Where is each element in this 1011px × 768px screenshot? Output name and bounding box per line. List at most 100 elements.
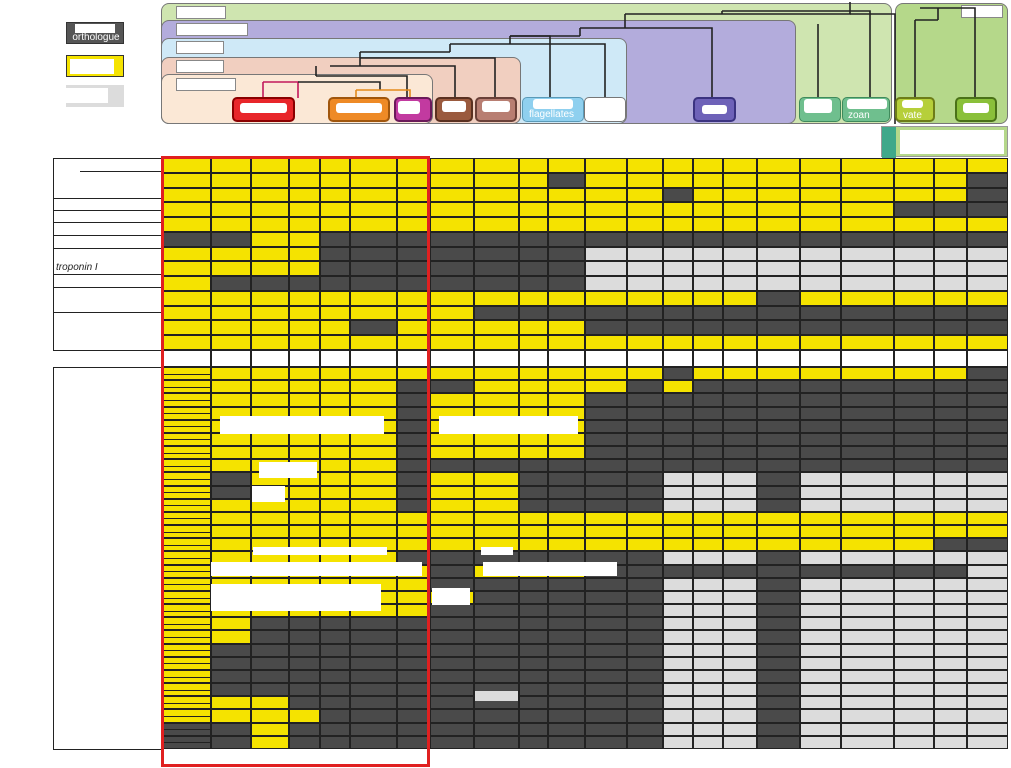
matrix-section2-cell [627,590,663,605]
matrix-section2-cell [934,446,967,460]
matrix-section1-cell [841,172,894,188]
matrix-section1-cell [800,187,841,203]
matrix-section2-cell [211,696,251,710]
matrix-section1-cell [757,246,800,262]
matrix-section2-cell [693,669,723,684]
matrix-section2-cell [723,511,757,526]
matrix-section2-cell [251,630,289,644]
matrix-section2-cell [519,696,548,710]
matrix-section2-cell [757,696,800,710]
matrix-section1-cell [693,202,723,218]
matrix-section2-cell [934,722,967,736]
matrix-section1-cell [723,158,757,173]
matrix-section2-cell [663,419,693,433]
matrix-section1-cell [757,187,800,203]
matrix-section1-cell [757,172,800,188]
matrix-section2-cell [800,643,841,657]
matrix-section2-cell [320,459,350,473]
matrix-section2-cell [251,656,289,670]
matrix-section2-cell [519,577,548,591]
matrix-section2-cell [430,380,474,394]
matrix-section2-cell [585,498,627,512]
redaction-box [475,691,518,701]
matrix-section2-cell [894,380,934,394]
matrix-section1-cell [430,290,474,306]
matrix-section2-cell [841,525,894,539]
matrix-section2-cell [350,380,397,394]
matrix-section1-cell [894,261,934,277]
matrix-section1-cell [841,276,894,291]
matrix-section1-cell [693,261,723,277]
matrix-section1-cell [519,246,548,262]
matrix-section2-cell [841,656,894,670]
matrix-section1-cell [757,335,800,350]
matrix-section2-cell [519,630,548,644]
matrix-section1-cell [430,187,474,203]
matrix-section2-cell [967,735,1008,749]
matrix-section2-cell [585,485,627,499]
matrix-section2-cell [474,577,519,591]
matrix-section2-cell [967,577,1008,591]
matrix-section2-cell [723,538,757,552]
matrix-section1-cell [548,187,585,203]
matrix-section1-cell [693,217,723,232]
matrix-section2-cell [967,432,1008,447]
matrix-section2-cell [757,406,800,420]
matrix-section2-cell [967,393,1008,407]
matrix-section2-cell [519,511,548,526]
matrix-section2-cell [663,590,693,605]
matrix-section2-cell [800,683,841,697]
matrix-section2-cell [350,735,397,749]
matrix-section1-cell [663,172,693,188]
matrix-section2-cell [800,669,841,684]
matrix-section2-cell [934,367,967,381]
matrix-section2-cell [548,709,585,723]
matrix-section2-cell [723,472,757,486]
matrix-section2-cell [841,617,894,631]
matrix-section2-cell [967,683,1008,697]
matrix-section1-cell [800,246,841,262]
matrix-section1-cell [211,261,251,277]
redaction-box [252,486,285,502]
matrix-section2-cell [894,393,934,407]
matrix-section2-cell [693,604,723,618]
matrix-section2-cell [894,630,934,644]
matrix-section2-cell [967,538,1008,552]
spacer-cell [967,350,1008,367]
matrix-section2-cell [585,683,627,697]
matrix-section1-cell [211,202,251,218]
matrix-section1-cell [841,217,894,232]
matrix-section1-cell [251,305,289,321]
matrix-section1-cell [289,261,320,277]
matrix-section1-cell [474,231,519,247]
matrix-section1-cell [757,202,800,218]
matrix-section2-cell [894,511,934,526]
matrix-section1-cell [723,172,757,188]
matrix-section1-cell [289,187,320,203]
matrix-section2-cell [757,722,800,736]
matrix-section2-cell [723,564,757,578]
matrix-section1-cell [627,187,663,203]
matrix-section1-cell [585,335,627,350]
matrix-section2-cell [934,564,967,578]
matrix-section2-cell [967,696,1008,710]
matrix-section1-cell [627,261,663,277]
matrix-section1-cell [934,172,967,188]
matrix-section1-cell [519,261,548,277]
matrix-section2-cell [320,630,350,644]
matrix-section2-cell [585,656,627,670]
matrix-section2-cell [289,380,320,394]
matrix-section1-cell [723,217,757,232]
matrix-section1-cell [723,290,757,306]
matrix-section2-cell [723,643,757,657]
matrix-section1-cell [289,246,320,262]
matrix-section1-cell [251,335,289,350]
matrix-section2-cell [934,380,967,394]
legend-orthologue-label: orthologue [72,32,120,43]
matrix-section1-cell [800,231,841,247]
matrix-section2-cell [585,577,627,591]
matrix-section2-cell [350,393,397,407]
matrix-section2-cell [934,577,967,591]
matrix-section1-cell [350,290,397,306]
matrix-section2-cell [627,551,663,565]
